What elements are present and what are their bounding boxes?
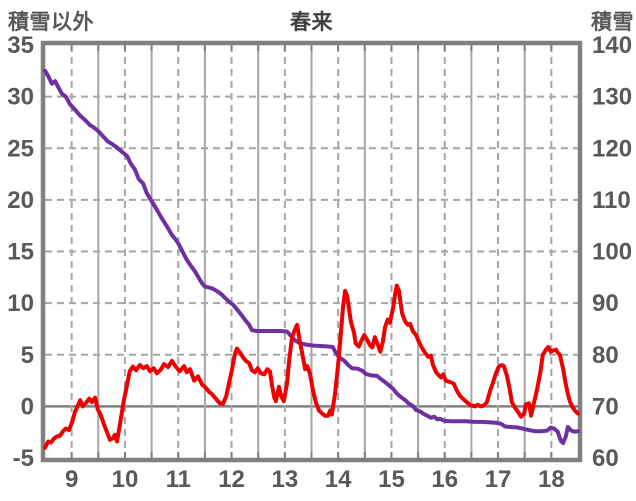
y-right-tick-label: 100 xyxy=(592,239,632,266)
x-tick-label: 18 xyxy=(538,466,565,493)
y-left-tick-label: 0 xyxy=(21,393,34,420)
y-left-tick-label: 10 xyxy=(7,290,34,317)
series-line-other xyxy=(43,283,580,450)
y-left-tick-label: 25 xyxy=(7,135,34,162)
chart-title: 春来 xyxy=(290,11,333,34)
y-left-tick-label: -5 xyxy=(13,445,34,472)
x-tick-label: 9 xyxy=(65,466,78,493)
x-tick-label: 15 xyxy=(378,466,405,493)
y-right-tick-label: 120 xyxy=(592,135,632,162)
y-left-tick-label: 35 xyxy=(7,32,34,59)
x-tick-label: 12 xyxy=(218,466,245,493)
y-right-tick-label: 140 xyxy=(592,32,632,59)
y-right-tick-label: 90 xyxy=(592,290,619,317)
x-tick-label: 13 xyxy=(271,466,298,493)
x-tick-label: 17 xyxy=(485,466,512,493)
series-line-snow xyxy=(43,68,580,445)
plot-border xyxy=(40,40,583,463)
y-right-tick-label: 130 xyxy=(592,84,632,111)
x-tick-label: 14 xyxy=(325,466,352,493)
y-right-tick-label: 60 xyxy=(592,445,619,472)
y-left-tick-label: 15 xyxy=(7,239,34,266)
x-tick-label: 16 xyxy=(431,466,458,493)
x-tick-label: 11 xyxy=(166,466,191,493)
y-right-tick-label: 80 xyxy=(592,342,619,369)
left-axis-title: 積雪以外 xyxy=(8,11,94,34)
x-tick-label: 10 xyxy=(112,466,139,493)
right-axis-title: 積雪 xyxy=(591,11,634,34)
y-left-tick-label: 5 xyxy=(21,342,34,369)
y-left-tick-label: 20 xyxy=(7,187,34,214)
y-right-tick-label: 110 xyxy=(592,187,631,214)
y-left-tick-label: 30 xyxy=(7,84,34,111)
y-right-tick-label: 70 xyxy=(592,393,619,420)
